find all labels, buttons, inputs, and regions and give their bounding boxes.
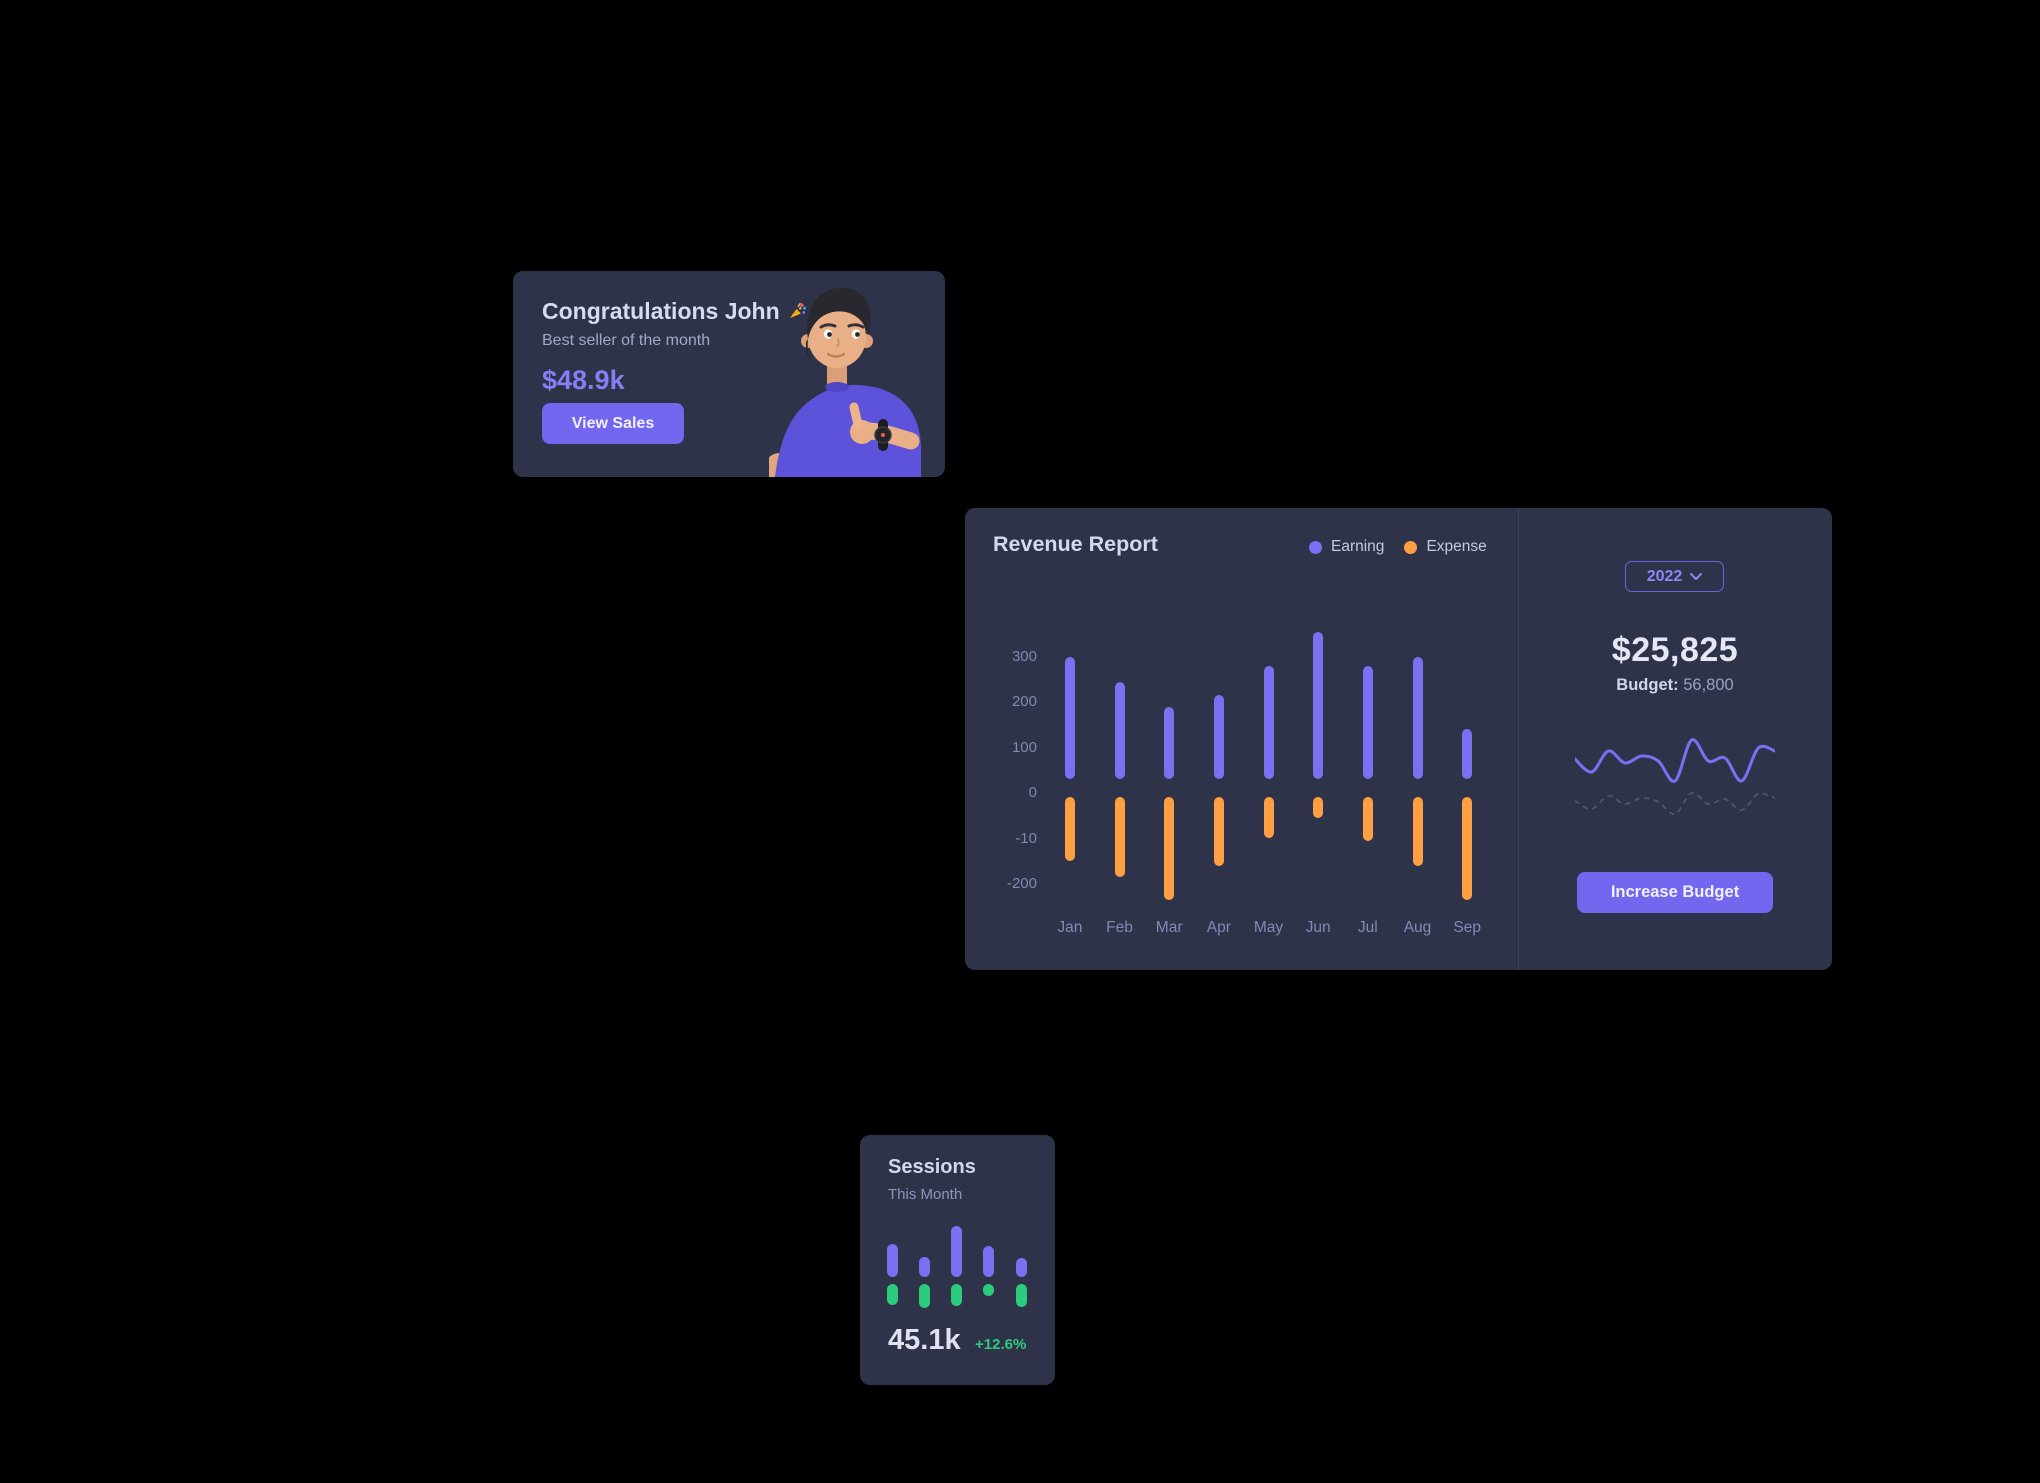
- legend-item-earning[interactable]: Earning: [1309, 538, 1384, 556]
- earning-bar-apr: [1213, 695, 1224, 780]
- expense-bar-sep: [1462, 796, 1473, 900]
- sessions-lower-bar-1: [886, 1283, 898, 1305]
- earning-bar-sep: [1462, 729, 1473, 780]
- earning-legend-dot-icon: [1309, 540, 1322, 554]
- sessions-upper-bar-3: [951, 1226, 963, 1277]
- y-axis-tick-300: 300: [1011, 647, 1037, 665]
- sessions-upper-bar-5: [1015, 1258, 1027, 1277]
- congratulations-card: Congratulations John Best seller of the …: [513, 271, 945, 477]
- expense-bar-jul: [1362, 796, 1373, 841]
- sessions-title: Sessions: [888, 1156, 976, 1178]
- revenue-total: $25,825: [1611, 631, 1739, 669]
- expense-bar-jan: [1064, 796, 1075, 862]
- earning-legend-label: Earning: [1331, 538, 1385, 555]
- congrats-amount: $48.9k: [542, 365, 625, 395]
- earning-bar-mar: [1164, 706, 1175, 780]
- sessions-card: Sessions This Month 45.1k +12.6%: [860, 1135, 1055, 1385]
- sessions-lower-bar-2: [919, 1283, 931, 1308]
- increase-budget-button[interactable]: Increase Budget: [1577, 872, 1773, 913]
- sparkline-previous-line: [1575, 792, 1775, 815]
- congrats-subtitle: Best seller of the month: [542, 332, 711, 349]
- y-axis-tick-100: 100: [1011, 738, 1037, 756]
- expense-bar-mar: [1164, 796, 1175, 900]
- expense-legend-dot-icon: [1404, 540, 1418, 554]
- revenue-chart: 300 200 100 0 -10 -200 Jan Feb Mar Apr May Jun Jul Au…: [965, 508, 1832, 970]
- revenue-report-card: Revenue Report Earning Expense 300 200 100…: [965, 508, 1832, 970]
- sessions-upper-bar-1: [886, 1244, 898, 1277]
- earning-bar-may: [1263, 665, 1274, 780]
- x-axis-label-apr: Apr: [1206, 919, 1231, 936]
- year-selector-dropdown[interactable]: 2022: [1625, 561, 1724, 592]
- y-axis-tick--10: -10: [1015, 829, 1037, 847]
- sessions-mini-chart: [860, 1135, 1055, 1385]
- sessions-value: 45.1k: [888, 1324, 961, 1356]
- earning-bar-feb: [1114, 681, 1125, 780]
- view-sales-button[interactable]: View Sales: [542, 403, 684, 444]
- sessions-subtitle: This Month: [888, 1186, 963, 1203]
- sessions-upper-bar-4: [983, 1246, 995, 1277]
- vertical-divider: [1518, 508, 1519, 970]
- chart-legend: Earning Expense: [1309, 538, 1487, 556]
- x-axis-label-mar: Mar: [1155, 919, 1183, 936]
- expense-bar-jun: [1313, 796, 1324, 819]
- revenue-report-title: Revenue Report: [993, 532, 1158, 556]
- sessions-upper-bar-2: [919, 1257, 931, 1277]
- expense-bar-may: [1263, 796, 1274, 839]
- year-selector-value: 2022: [1646, 567, 1683, 585]
- expense-legend-label: Expense: [1426, 538, 1487, 555]
- budget-sparkline: [1575, 738, 1775, 815]
- x-axis-label-jul: Jul: [1357, 919, 1378, 936]
- y-axis-tick-0: 0: [1028, 784, 1037, 802]
- sessions-lower-bar-3: [951, 1283, 963, 1306]
- legend-item-expense[interactable]: Expense: [1404, 538, 1487, 556]
- x-axis-label-aug: Aug: [1403, 919, 1432, 936]
- expense-bar-aug: [1412, 796, 1423, 866]
- party-popper-icon: [789, 303, 806, 318]
- x-axis-label-feb: Feb: [1106, 919, 1133, 936]
- x-axis-label-jan: Jan: [1057, 919, 1083, 936]
- chevron-down-icon: [1690, 573, 1703, 580]
- expense-bar-feb: [1114, 796, 1125, 878]
- sessions-lower-bar-5: [1015, 1283, 1027, 1307]
- x-axis-label-sep: Sep: [1453, 919, 1481, 936]
- earning-bar-jul: [1362, 665, 1373, 780]
- budget-label: Budget:: [1616, 676, 1679, 694]
- congrats-title: Congratulations John: [542, 296, 808, 326]
- expense-bar-apr: [1213, 796, 1224, 866]
- sessions-lower-bar-4: [983, 1283, 995, 1296]
- budget-value: 56,800: [1683, 676, 1734, 694]
- sparkline-current-line: [1575, 738, 1775, 783]
- earning-bar-aug: [1412, 656, 1423, 780]
- y-axis-tick--200: -200: [1006, 874, 1037, 892]
- best-seller-illustration: [769, 288, 921, 477]
- earning-bar-jan: [1064, 656, 1075, 780]
- sessions-delta-badge: +12.6%: [975, 1336, 1027, 1353]
- x-axis-label-may: May: [1253, 919, 1284, 936]
- budget-line: Budget: 56,800: [1518, 674, 1832, 696]
- earning-bar-jun: [1313, 631, 1324, 780]
- x-axis-label-jun: Jun: [1305, 919, 1331, 936]
- y-axis-tick-200: 200: [1011, 693, 1037, 711]
- congrats-title-text: Congratulations John: [542, 298, 780, 324]
